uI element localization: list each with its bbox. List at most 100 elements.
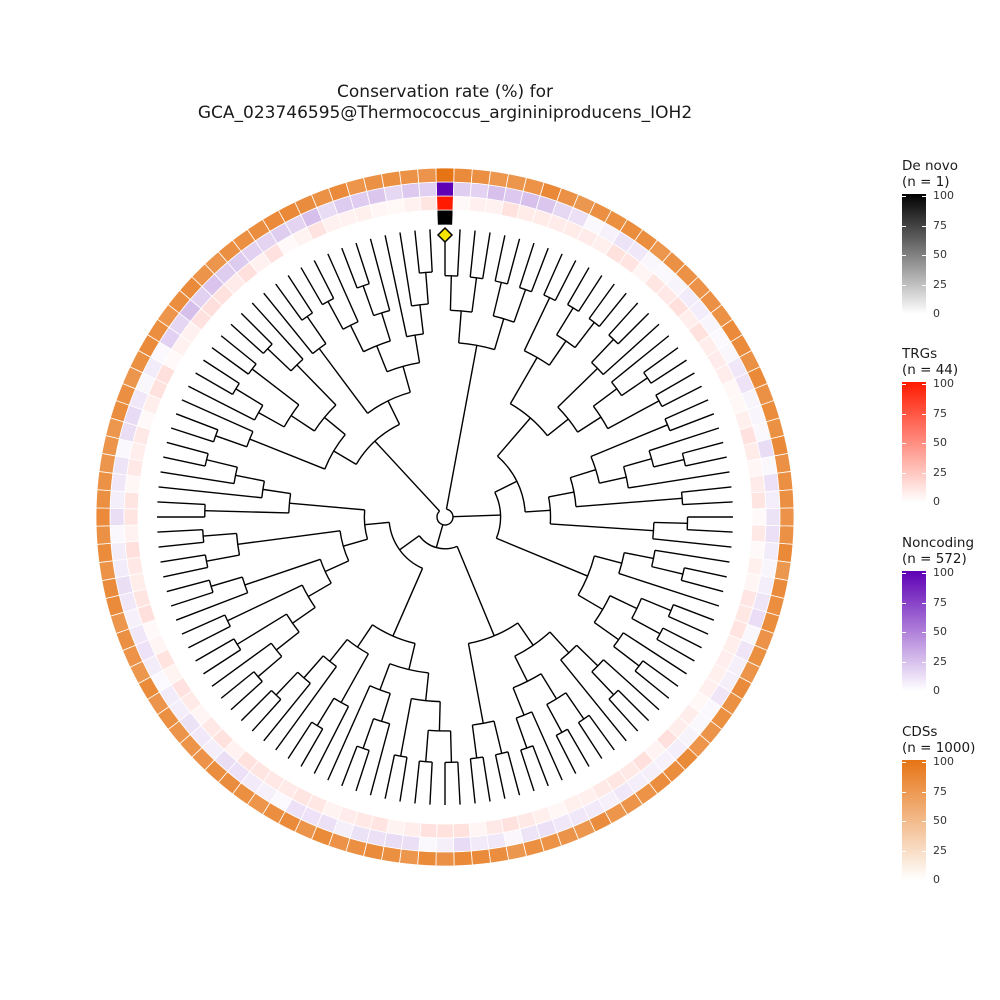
- heatmap-cell-de-novo: [420, 807, 438, 825]
- tree-branch-arc: [613, 632, 624, 647]
- tree-branch: [550, 523, 654, 532]
- heatmap-cell-noncoding: [452, 181, 472, 198]
- tree-branch-arc: [664, 418, 671, 431]
- legend-title: De novo: [902, 158, 959, 174]
- tree-branch: [471, 277, 478, 313]
- tree-leaf-branch: [203, 359, 240, 385]
- tree-branch-arc: [322, 655, 337, 667]
- tree-branch: [414, 335, 421, 363]
- heatmap-cell-cdss: [98, 452, 117, 474]
- tree-branch: [356, 624, 374, 648]
- heatmap-cell-cdss: [470, 848, 492, 866]
- tree-branch: [641, 597, 672, 612]
- tree-branch: [575, 497, 683, 508]
- tree-branch-arc: [418, 535, 458, 550]
- heatmap-cell-cdss: [778, 489, 795, 509]
- heatmap-cell-trgs: [751, 508, 767, 526]
- heatmap-cell-trgs: [452, 195, 471, 212]
- tree-leaf-branch: [566, 728, 590, 767]
- tree-leaf-branch: [181, 614, 226, 635]
- legend-tick-mark: [922, 821, 926, 822]
- heatmap-cell-cdss: [417, 167, 437, 184]
- heatmap-cell-de-novo: [140, 554, 159, 574]
- tree-branch-arc: [470, 276, 483, 280]
- tree-leaf-branch: [181, 399, 254, 433]
- phylogenetic-tree: [157, 229, 733, 805]
- heatmap-cell-trgs: [123, 524, 140, 543]
- chart-title: Conservation rate (%) for GCA_023746595@…: [0, 82, 890, 124]
- heatmap-cell-de-novo: [735, 492, 753, 510]
- heatmap-cell-de-novo: [467, 210, 486, 228]
- tree-leaf-branch: [160, 471, 235, 485]
- tree-leaf-branch: [554, 260, 577, 301]
- heatmap-cell-cdss: [488, 845, 510, 864]
- legend-tick-mark: [922, 791, 926, 793]
- heatmap-cell-noncoding: [110, 472, 128, 493]
- heatmap-cell-de-novo: [404, 806, 423, 824]
- legend-tick-label: 75: [933, 784, 947, 798]
- legend-tick-mark: [922, 632, 926, 633]
- heatmap-cell-noncoding: [762, 472, 780, 493]
- tree-leaf-branch: [341, 745, 358, 787]
- tree-branch: [318, 348, 369, 414]
- heatmap-cell-trgs: [436, 823, 454, 839]
- heatmap-cell-trgs: [402, 196, 422, 214]
- legend-tick-mark: [922, 502, 926, 503]
- tree-branch-arc: [247, 363, 257, 375]
- tree-branch: [496, 417, 531, 457]
- tree-leaf-branch: [682, 441, 724, 455]
- tree-leaf-branch: [518, 242, 535, 288]
- tree-branch: [517, 622, 534, 646]
- tree-leaf-branch: [170, 427, 214, 443]
- heatmap-rings: [95, 167, 795, 867]
- heatmap-cell-noncoding: [418, 836, 438, 853]
- heatmap-cell-trgs: [402, 820, 422, 838]
- legend-colorbar: [902, 382, 926, 502]
- tree-branch-arc: [560, 644, 578, 661]
- tree-leaf-branch: [648, 427, 720, 452]
- tree-branch: [525, 509, 551, 513]
- tree-branch: [515, 717, 528, 749]
- heatmap-cell-cdss: [98, 560, 117, 582]
- tree-branch-arc: [634, 660, 644, 672]
- heatmap-cell-cdss: [453, 850, 473, 867]
- heatmap-cell-cdss: [417, 850, 437, 867]
- tree-leaf-branch: [507, 751, 521, 796]
- legend-tick-mark: [902, 196, 906, 197]
- tree-branch-arc: [419, 271, 433, 274]
- tree-branch-arc: [667, 604, 675, 617]
- tree-branch: [203, 532, 237, 537]
- heatmap-cell-trgs: [123, 491, 140, 510]
- legend-tick-mark: [922, 602, 926, 604]
- tree-branch: [206, 554, 240, 562]
- tree-branch-arc: [590, 456, 601, 484]
- tree-branch: [237, 530, 341, 545]
- tree-branch: [392, 568, 424, 637]
- tree-leaf-branch: [617, 312, 650, 345]
- tree-branch-arc: [495, 751, 509, 756]
- heatmap-cell-de-novo: [140, 460, 159, 480]
- legend-tick-label: 100: [933, 377, 954, 390]
- tree-leaf-branch: [598, 292, 627, 327]
- tree-leaf-branch: [313, 260, 335, 299]
- tree-leaf-branch: [664, 399, 709, 420]
- tree-branch: [387, 400, 401, 425]
- heatmap-cell-noncoding: [764, 524, 781, 544]
- tree-branch: [577, 594, 604, 611]
- heatmap-cell-de-novo: [731, 554, 750, 574]
- tree-branch: [349, 325, 365, 352]
- tree-leaf-branch: [195, 372, 233, 395]
- tree-leaf-branch: [327, 685, 371, 781]
- heatmap-cell-trgs: [452, 822, 471, 839]
- heatmap-cell-cdss: [435, 851, 455, 867]
- tree-branch: [540, 673, 558, 700]
- tree-branch: [289, 502, 365, 511]
- tree-branch-arc: [363, 340, 391, 353]
- tree-branch: [546, 418, 569, 437]
- tree-branch-arc: [285, 613, 300, 633]
- legend-title: TRGs: [902, 346, 938, 362]
- tree-branch: [343, 538, 368, 547]
- tree-branch: [227, 584, 303, 622]
- legend-tick-mark: [922, 225, 926, 227]
- legend-de-novo: De novo (n = 1) 100 75 50 25 0: [902, 158, 1000, 320]
